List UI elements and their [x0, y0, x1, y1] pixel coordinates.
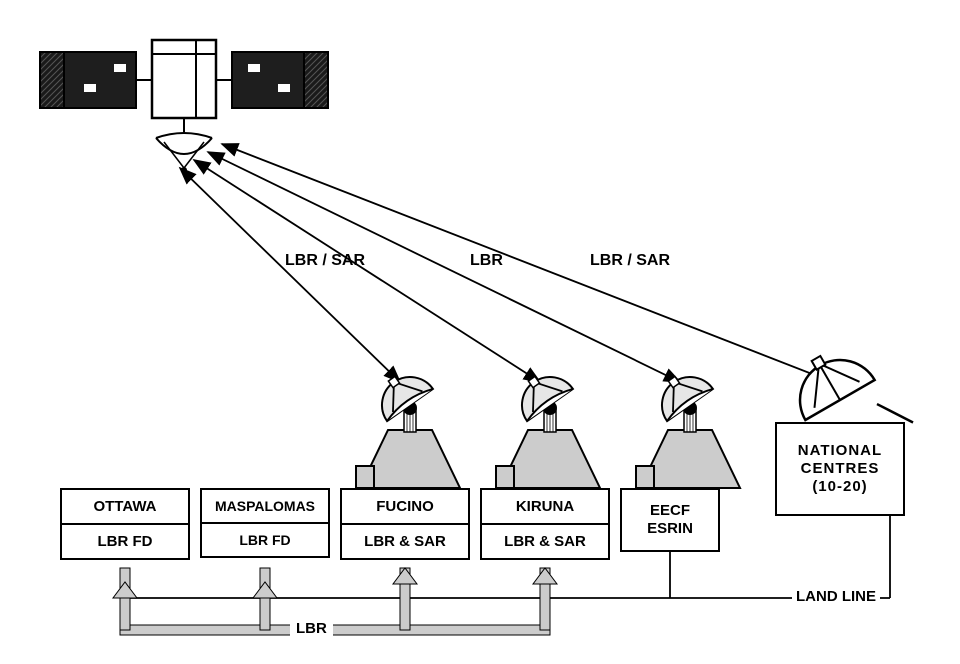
- station-ottawa: OTTAWA LBR FD: [60, 488, 190, 560]
- station-subtype: LBR FD: [62, 523, 188, 558]
- station-maspalomas: MASPALOMAS LBR FD: [200, 488, 330, 558]
- station-national: NATIONAL CENTRES (10-20): [775, 422, 905, 516]
- lbr-bus: [113, 568, 557, 635]
- station-kiruna: KIRUNA LBR & SAR: [480, 488, 610, 560]
- uplink-label-1: LBR / SAR: [285, 252, 365, 270]
- station-name: KIRUNA: [482, 490, 608, 523]
- uplink-label-2: LBR: [470, 252, 503, 270]
- station-subtype: LBR & SAR: [482, 523, 608, 558]
- diagram-canvas: [0, 0, 960, 664]
- landline-label: LAND LINE: [792, 588, 880, 605]
- national-line2: CENTRES: [777, 460, 903, 478]
- station-name: FUCINO: [342, 490, 468, 523]
- station-name: OTTAWA: [62, 490, 188, 523]
- satellite-icon: [40, 40, 328, 173]
- station-eecf: EECF ESRIN: [620, 488, 720, 552]
- station-subtype: LBR FD: [202, 522, 328, 556]
- national-line3: (10-20): [777, 478, 903, 496]
- uplink-label-3: LBR / SAR: [590, 252, 670, 270]
- ground-antenna-kiruna: [496, 363, 600, 488]
- ground-antenna-fucino: [356, 363, 460, 488]
- ground-antenna-eecf: [636, 363, 740, 488]
- station-subtype: LBR & SAR: [342, 523, 468, 558]
- uplink-arrows: [180, 144, 848, 388]
- eecf-line2: ESRIN: [622, 520, 718, 538]
- station-fucino: FUCINO LBR & SAR: [340, 488, 470, 560]
- national-line1: NATIONAL: [777, 442, 903, 460]
- eecf-line1: EECF: [622, 502, 718, 520]
- lbr-bus-label: LBR: [290, 620, 333, 637]
- station-name: MASPALOMAS: [202, 490, 328, 522]
